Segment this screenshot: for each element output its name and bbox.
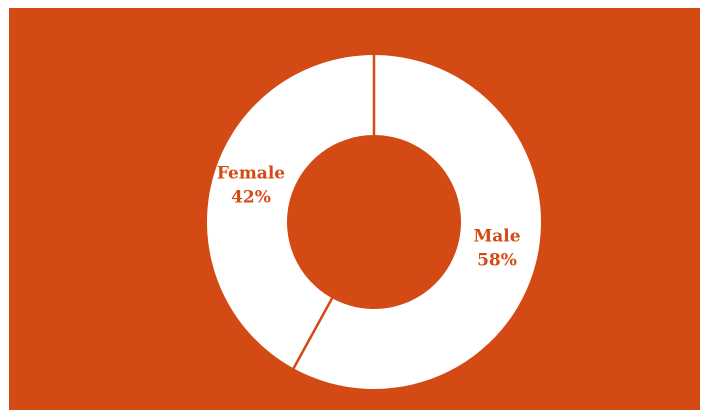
slice-label-male: Male [473, 227, 520, 247]
slice-female [207, 55, 374, 369]
slice-value-female: 42% [231, 187, 271, 207]
slice-value-male: 58% [477, 251, 517, 271]
slice-label-female: Female [217, 163, 285, 183]
slice-male [293, 55, 542, 389]
donut-chart: Male 58% Female 42% [9, 8, 700, 410]
slice-separator [291, 297, 334, 370]
